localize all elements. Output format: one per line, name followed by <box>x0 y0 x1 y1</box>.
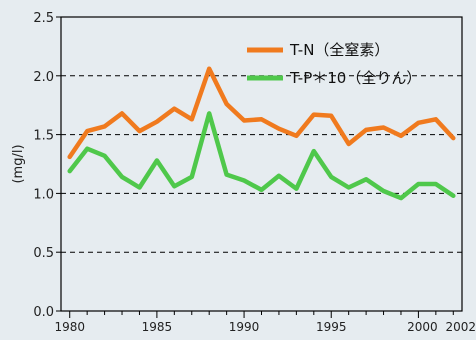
y-axis-label: (mg/l) <box>11 144 26 183</box>
x-tick-label-3: 1995 <box>316 320 347 334</box>
y-tick-label-0: 0.0 <box>33 305 54 320</box>
plot-area <box>60 16 463 312</box>
x-tick-label-0: 1980 <box>54 320 85 334</box>
x-tick-label-4: 2000 <box>407 320 438 334</box>
x-axis-ticks: 1980 1985 1990 1995 2000 2002 <box>54 311 476 334</box>
y-tick-label-2: 1.0 <box>33 187 54 202</box>
x-tick-label-1: 1985 <box>142 320 173 334</box>
y-tick-label-5: 2.5 <box>33 11 54 26</box>
y-tick-label-3: 1.5 <box>33 129 54 144</box>
x-tick-label-2: 1990 <box>229 320 260 334</box>
x-tick-label-5: 2002 <box>445 320 476 334</box>
series-line-1 <box>67 111 456 201</box>
legend-label-tn: T-N（全窒素） <box>289 41 389 59</box>
series-line-0 <box>67 66 456 160</box>
series-lines <box>67 66 456 201</box>
y-axis-ticks: 0.0 0.5 1.0 1.5 2.0 2.5 <box>33 11 61 320</box>
legend: T-N（全窒素） T-P＊10（全りん） <box>247 41 421 87</box>
y-tick-label-4: 2.0 <box>33 70 54 85</box>
y-tick-label-1: 0.5 <box>33 246 54 261</box>
legend-label-tp: T-P＊10（全りん） <box>289 69 421 87</box>
